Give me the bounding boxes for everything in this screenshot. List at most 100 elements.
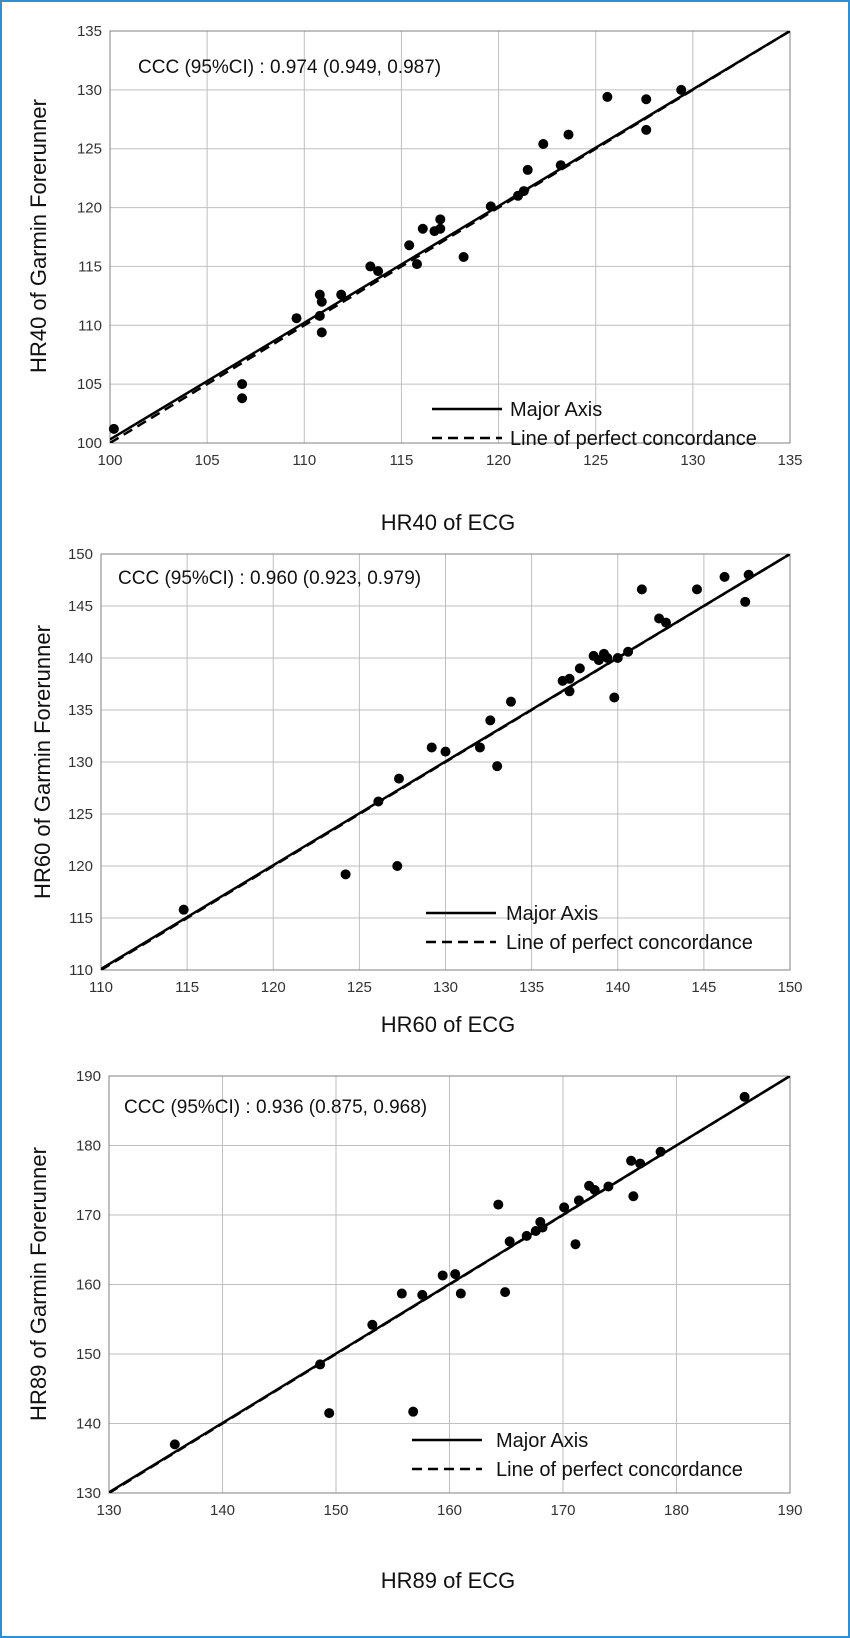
data-point	[573, 1195, 584, 1206]
data-point	[538, 139, 549, 150]
y-tick-label: 190	[76, 1068, 101, 1085]
y-tick-label: 125	[68, 806, 93, 823]
data-point	[392, 861, 403, 871]
data-point	[237, 379, 248, 390]
data-point	[492, 761, 503, 772]
ccc-annotation: CCC (95%CI) : 0.974 (0.949, 0.987)	[138, 57, 441, 78]
plot-layer: 100 105 110 115 120 125 130 135 100 105 110 115 120 1…	[77, 23, 803, 469]
data-point	[609, 692, 620, 703]
data-point	[740, 596, 751, 607]
x-tick-label: 115	[389, 452, 413, 469]
x-axis-label: HR89 of ECG	[381, 1568, 516, 1593]
x-tick-label: 110	[89, 979, 113, 996]
data-point	[628, 1191, 639, 1202]
legend-major-axis-label: Major Axis	[506, 903, 598, 925]
legend-major-axis-label: Major Axis	[510, 399, 602, 421]
x-tick-label: 130	[96, 1502, 121, 1519]
x-tick-label: 190	[777, 1502, 802, 1519]
data-point	[396, 1288, 407, 1299]
data-point	[603, 1181, 614, 1192]
y-axis-label: HR60 of Garmin Forerunner	[30, 625, 55, 899]
plot-area-border	[100, 553, 791, 971]
data-point	[367, 1319, 378, 1330]
data-point	[315, 1359, 326, 1370]
x-tick-label: 135	[519, 979, 544, 996]
y-tick-label: 125	[77, 141, 102, 158]
data-point	[373, 796, 384, 807]
data-point	[437, 1270, 448, 1281]
data-point	[626, 1155, 637, 1166]
data-point	[426, 742, 437, 753]
y-tick-label: 120	[68, 858, 93, 875]
data-point	[676, 84, 687, 95]
y-tick-label: 130	[77, 82, 102, 99]
data-point	[589, 1184, 600, 1195]
data-point	[365, 261, 376, 272]
ccc-annotation: CCC (95%CI) : 0.960 (0.923, 0.979)	[118, 568, 421, 589]
y-tick-label: 110	[78, 317, 102, 334]
y-tick-label: 135	[77, 23, 102, 40]
chart-panel-hr40: 100 105 110 115 120 125 130 135 100 105 110 115 120 1…	[26, 23, 803, 535]
plot-area-border	[108, 1075, 791, 1494]
data-point	[641, 94, 652, 105]
x-tick-label: 130	[433, 979, 458, 996]
data-point	[641, 124, 652, 135]
y-tick-label: 160	[76, 1277, 101, 1294]
x-tick-label: 105	[195, 452, 220, 469]
y-tick-label: 140	[68, 650, 93, 667]
data-point	[411, 259, 422, 270]
plot-area-border	[109, 30, 791, 444]
data-point	[291, 313, 302, 324]
data-point	[574, 663, 585, 674]
y-axis-label: HR40 of Garmin Forerunner	[26, 99, 51, 373]
x-tick-label: 145	[691, 979, 716, 996]
data-point	[743, 569, 754, 580]
data-point	[602, 91, 613, 102]
x-tick-label: 130	[680, 452, 705, 469]
data-point	[404, 240, 415, 251]
data-point	[450, 1269, 461, 1280]
data-point	[564, 686, 575, 697]
data-point	[440, 746, 451, 757]
x-tick-label: 110	[292, 452, 316, 469]
y-tick-label: 120	[77, 200, 102, 217]
x-tick-label: 120	[261, 979, 286, 996]
data-point	[316, 327, 327, 338]
y-tick-label: 150	[68, 546, 93, 563]
x-tick-label: 120	[486, 452, 511, 469]
data-point	[108, 423, 119, 434]
data-point	[417, 1289, 428, 1300]
data-point	[559, 1202, 570, 1213]
y-tick-label: 130	[68, 754, 93, 771]
y-tick-label: 115	[69, 910, 93, 927]
data-point	[485, 201, 496, 212]
data-point	[635, 1158, 646, 1169]
data-point	[493, 1199, 504, 1210]
data-point	[563, 129, 574, 140]
data-point	[623, 646, 634, 657]
y-tick-label: 100	[77, 435, 102, 452]
y-tick-label: 130	[76, 1485, 101, 1502]
data-point	[518, 186, 529, 197]
x-tick-label: 150	[777, 979, 802, 996]
x-tick-label: 125	[583, 452, 608, 469]
legend-concordance-label: Line of perfect concordance	[510, 428, 757, 450]
legend-concordance-label: Line of perfect concordance	[506, 932, 753, 954]
data-point	[435, 223, 446, 234]
data-point	[435, 214, 446, 225]
x-axis-label: HR60 of ECG	[381, 1012, 516, 1037]
data-point	[500, 1287, 511, 1298]
data-point	[537, 1222, 548, 1233]
data-point	[237, 393, 248, 404]
x-tick-label: 170	[550, 1502, 575, 1519]
data-point	[612, 653, 623, 663]
data-point	[178, 904, 189, 915]
data-point	[636, 584, 647, 595]
data-point	[602, 653, 613, 663]
y-tick-label: 110	[69, 962, 93, 979]
y-tick-label: 140	[76, 1416, 101, 1433]
data-point	[660, 617, 671, 628]
x-tick-label: 125	[347, 979, 372, 996]
